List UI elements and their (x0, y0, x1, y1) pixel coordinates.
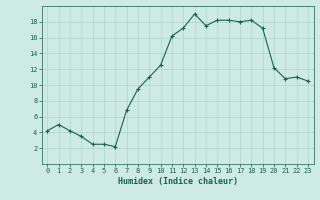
X-axis label: Humidex (Indice chaleur): Humidex (Indice chaleur) (118, 177, 237, 186)
